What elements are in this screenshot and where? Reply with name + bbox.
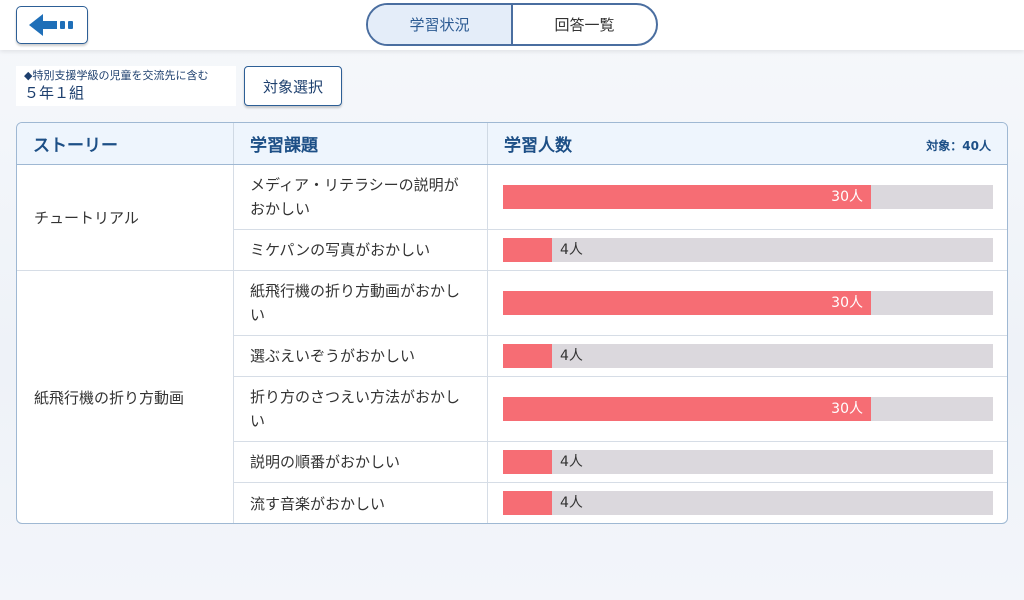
task-cell: 折り方のさつえい方法がおかしい xyxy=(234,377,487,442)
count-cell: 30人 xyxy=(488,377,1007,442)
count-cell: 4人 xyxy=(488,483,1007,523)
count-label: 4人 xyxy=(560,242,583,258)
count-bar-track: 4人 xyxy=(503,450,993,474)
table-header: ストーリー 学習課題 学習人数 対象：40人 xyxy=(17,123,1007,165)
count-cell: 4人 xyxy=(488,336,1007,377)
count-label: 4人 xyxy=(560,495,583,511)
task-cell: 紙飛行機の折り方動画がおかしい xyxy=(234,271,487,336)
count-bar-fill xyxy=(503,291,871,315)
task-cell: ミケパンの写真がおかしい xyxy=(234,230,487,271)
count-label: 30人 xyxy=(831,401,863,417)
count-bar-fill xyxy=(503,450,552,474)
column-header-count: 学習人数 xyxy=(487,123,1007,164)
tab-learning-status[interactable]: 学習状況 xyxy=(368,5,513,44)
count-bar-fill xyxy=(503,185,871,209)
top-bar: 学習状況 回答一覧 xyxy=(0,0,1024,50)
count-cell: 4人 xyxy=(488,230,1007,271)
column-divider xyxy=(487,165,488,523)
count-cell: 4人 xyxy=(488,442,1007,483)
count-label: 4人 xyxy=(560,454,583,470)
count-bar-fill xyxy=(503,238,552,262)
count-bar-track: 4人 xyxy=(503,344,993,368)
column-divider xyxy=(233,165,234,523)
target-count-label: 対象：40人 xyxy=(926,139,991,153)
count-cell: 30人 xyxy=(488,271,1007,336)
task-cell: 流す音楽がおかしい xyxy=(250,494,386,513)
tab-answer-list[interactable]: 回答一覧 xyxy=(554,16,615,34)
count-bar-fill xyxy=(503,344,552,368)
count-bar-track: 30人 xyxy=(503,185,993,209)
back-button[interactable] xyxy=(16,6,88,44)
back-arrow-icon xyxy=(29,14,73,36)
count-bar-track: 30人 xyxy=(503,397,993,421)
special-class-note: ◆特別支援学級の児童を交流先に含む xyxy=(24,69,209,82)
count-label: 30人 xyxy=(831,189,863,205)
class-name: ５年１組 xyxy=(24,84,85,102)
count-label: 30人 xyxy=(831,295,863,311)
story-cell: 紙飛行機の折り方動画 xyxy=(34,389,185,407)
count-label: 4人 xyxy=(560,348,583,364)
target-select-button[interactable]: 対象選択 xyxy=(244,66,342,106)
class-info: ◆特別支援学級の児童を交流先に含む ５年１組 xyxy=(16,66,236,106)
learning-status-table: ストーリー 学習課題 学習人数 対象：40人 チュートリアル 紙飛行機の折り方動… xyxy=(16,122,1008,524)
count-bar-fill xyxy=(503,491,552,515)
count-bar-track: 4人 xyxy=(503,491,993,515)
column-header-task: 学習課題 xyxy=(233,123,487,164)
count-cell: 30人 xyxy=(488,165,1007,230)
count-bar-fill xyxy=(503,397,871,421)
task-cell: 説明の順番がおかしい xyxy=(234,442,487,483)
count-bar-track: 4人 xyxy=(503,238,993,262)
column-header-story: ストーリー xyxy=(33,136,118,156)
count-bar-track: 30人 xyxy=(503,291,993,315)
view-toggle: 学習状況 回答一覧 xyxy=(366,3,658,46)
story-cell: チュートリアル xyxy=(17,165,233,271)
task-cell: 選ぶえいぞうがおかしい xyxy=(234,336,487,377)
task-cell: メディア・リテラシーの説明がおかしい xyxy=(234,165,487,230)
